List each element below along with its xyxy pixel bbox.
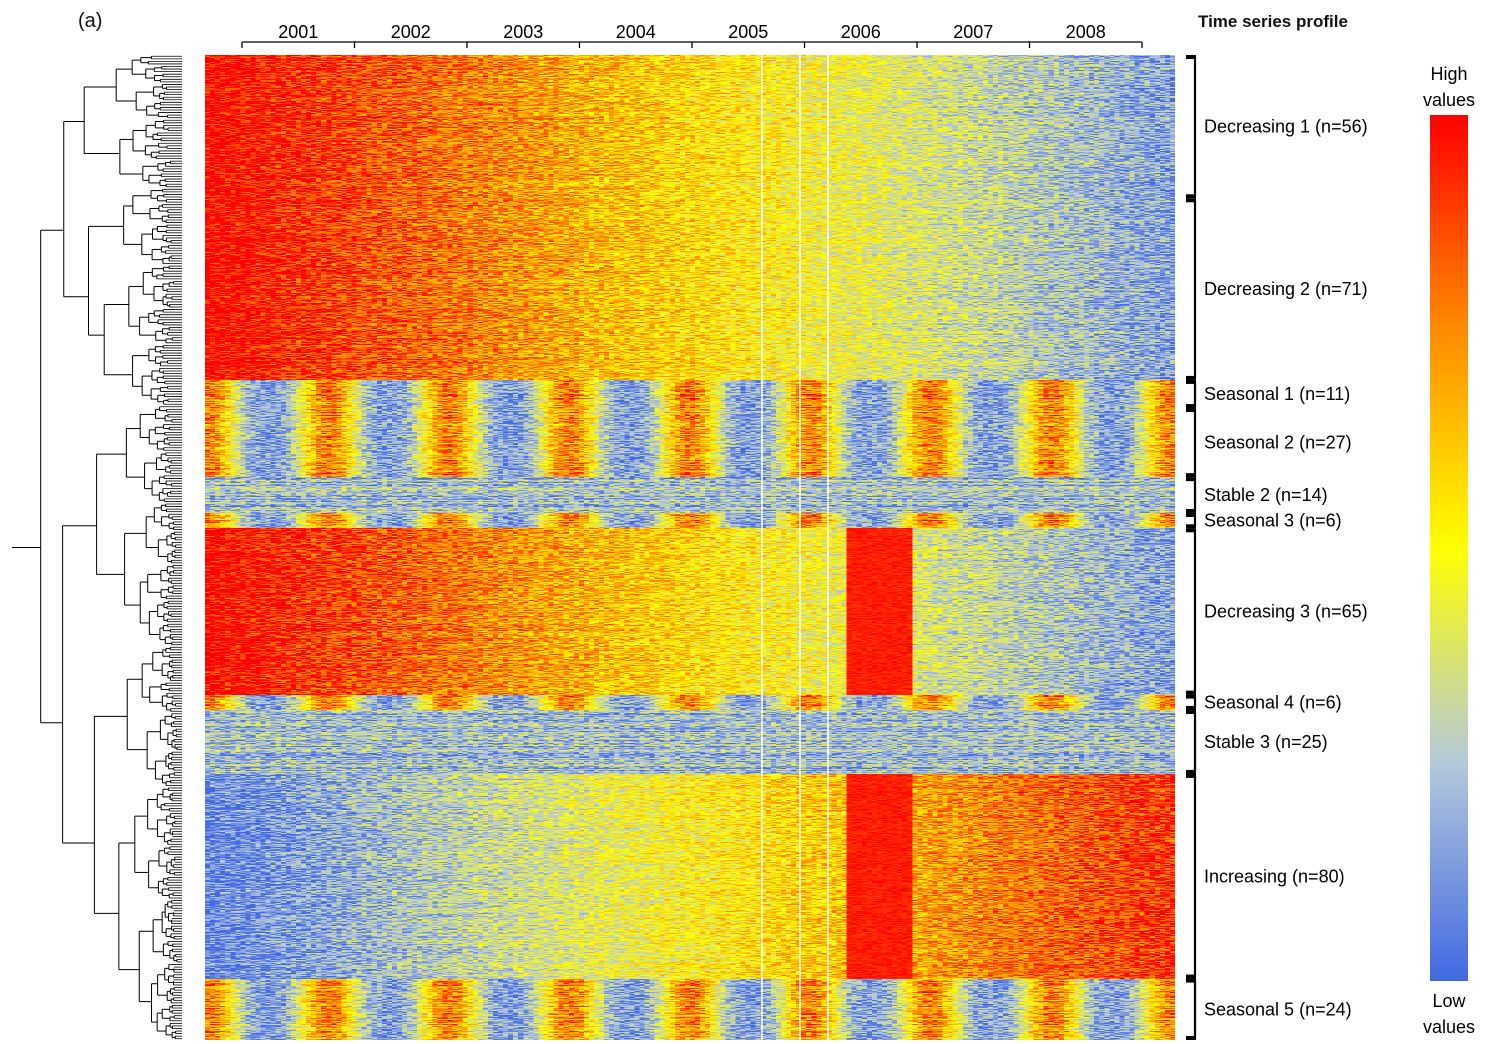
colorbar-high-label-1: values bbox=[1423, 90, 1475, 110]
cluster-brackets: Decreasing 1 (n=56) Decreasing 2 (n=71) Se… bbox=[1186, 55, 1368, 1040]
year-label-2006: 2006 bbox=[841, 22, 881, 42]
colorbar: High values Low values bbox=[1423, 64, 1475, 1037]
year-label-2008: 2008 bbox=[1066, 22, 1106, 42]
profile-title: Time series profile bbox=[1198, 12, 1348, 31]
cluster-label-seasonal-1: Seasonal 1 (n=11) bbox=[1204, 384, 1350, 404]
colorbar-gradient bbox=[1430, 115, 1468, 981]
year-label-2005: 2005 bbox=[728, 22, 768, 42]
cluster-label-seasonal-4: Seasonal 4 (n=6) bbox=[1204, 692, 1342, 712]
dendrogram bbox=[12, 55, 182, 1040]
cluster-label-increasing: Increasing (n=80) bbox=[1204, 866, 1345, 886]
colorbar-low-label-1: values bbox=[1423, 1017, 1475, 1037]
year-label-2007: 2007 bbox=[953, 22, 993, 42]
cluster-label-decreasing-3: Decreasing 3 (n=65) bbox=[1204, 601, 1368, 621]
cluster-label-seasonal-3: Seasonal 3 (n=6) bbox=[1204, 511, 1342, 531]
panel-label: (a) bbox=[78, 10, 103, 32]
cluster-label-seasonal-2: Seasonal 2 (n=27) bbox=[1204, 433, 1352, 453]
heatmap-cells bbox=[205, 55, 1175, 1040]
year-label-2002: 2002 bbox=[391, 22, 431, 42]
year-axis: 2001 2002 2003 2004 2005 2006 2007 2008 bbox=[241, 22, 1143, 48]
colorbar-low-label-0: Low bbox=[1432, 991, 1466, 1011]
cluster-label-decreasing-2: Decreasing 2 (n=71) bbox=[1204, 279, 1368, 299]
colorbar-high-label-0: High bbox=[1430, 64, 1467, 84]
heatmap-body bbox=[205, 55, 1175, 1040]
year-label-2003: 2003 bbox=[503, 22, 543, 42]
year-label-2004: 2004 bbox=[616, 22, 656, 42]
year-label-2001: 2001 bbox=[278, 22, 318, 42]
cluster-label-decreasing-1: Decreasing 1 (n=56) bbox=[1204, 117, 1368, 137]
cluster-label-stable-2: Stable 2 (n=14) bbox=[1204, 485, 1328, 505]
cluster-label-stable-3: Stable 3 (n=25) bbox=[1204, 732, 1328, 752]
cluster-label-seasonal-5: Seasonal 5 (n=24) bbox=[1204, 999, 1352, 1019]
